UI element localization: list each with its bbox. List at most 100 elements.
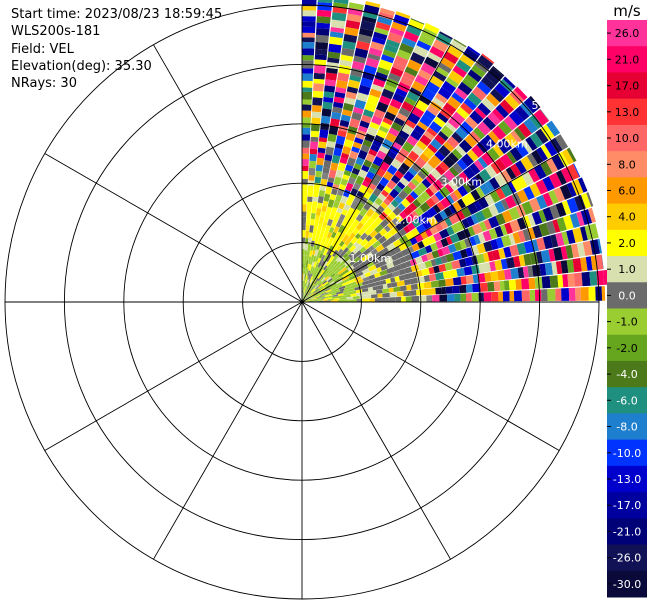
- velocity-gate: [309, 283, 315, 291]
- velocity-gate: [353, 55, 367, 64]
- velocity-gate: [315, 295, 323, 299]
- colorbar: m/s 26.0 21.0 17.0 13.0 10.0 8.0 6.0 4.0 2.0 1.0 0.…: [607, 2, 647, 598]
- velocity-gate: [458, 258, 467, 268]
- velocity-gate: [302, 165, 309, 172]
- velocity-gate: [377, 255, 386, 263]
- velocity-gate: [322, 221, 328, 228]
- velocity-gate: [315, 164, 323, 172]
- range-ring-label: 1.00km: [350, 252, 392, 265]
- velocity-gate: [382, 117, 394, 126]
- velocity-gate: [311, 207, 317, 214]
- velocity-gate: [451, 148, 463, 160]
- velocity-gate: [356, 298, 363, 302]
- velocity-gate: [452, 250, 463, 261]
- velocity-gate: [419, 114, 433, 127]
- velocity-gate: [321, 237, 327, 245]
- velocity-gate: [477, 54, 494, 70]
- range-ring-label: 2.00km: [395, 214, 437, 227]
- velocity-gate: [316, 202, 323, 209]
- velocity-gate: [321, 226, 326, 233]
- velocity-gate: [312, 273, 316, 280]
- velocity-gate: [342, 289, 348, 293]
- velocity-gate: [344, 283, 352, 288]
- velocity-gate: [307, 296, 314, 300]
- velocity-gate: [312, 279, 317, 286]
- velocity-gate: [302, 293, 306, 301]
- velocity-gate: [419, 295, 427, 302]
- velocity-gate: [337, 299, 345, 302]
- velocity-gate: [516, 242, 527, 255]
- velocity-gate: [316, 157, 325, 166]
- velocity-gate: [316, 230, 321, 237]
- velocity-gate: [399, 285, 407, 292]
- velocity-gate: [331, 206, 338, 214]
- velocity-gate: [521, 278, 530, 290]
- velocity-gate: [467, 92, 482, 107]
- velocity-gate: [363, 159, 373, 168]
- velocity-gate: [428, 235, 437, 244]
- velocity-gate: [380, 264, 388, 271]
- velocity-gate: [550, 137, 563, 154]
- velocity-gate: [451, 111, 466, 125]
- velocity-gate: [380, 54, 395, 64]
- velocity-gate: [467, 69, 482, 83]
- velocity-gate: [333, 101, 344, 109]
- colorbar-tick-label: -17.0: [613, 499, 641, 512]
- velocity-gate: [368, 193, 378, 203]
- velocity-gate: [435, 240, 444, 249]
- velocity-gate: [323, 91, 335, 99]
- velocity-gate: [337, 293, 344, 297]
- velocity-gate: [302, 196, 308, 205]
- velocity-gate: [466, 149, 479, 162]
- velocity-gate: [371, 294, 378, 299]
- velocity-gate: [309, 153, 317, 162]
- velocity-gate: [411, 295, 420, 302]
- velocity-gate: [440, 57, 455, 70]
- velocity-gate: [504, 195, 517, 209]
- velocity-gate: [383, 185, 392, 194]
- velocity-gate: [435, 287, 442, 295]
- velocity-gate: [309, 273, 313, 279]
- velocity-gate: [455, 210, 466, 221]
- velocity-gate: [401, 101, 414, 113]
- velocity-gate: [372, 258, 379, 265]
- velocity-gate: [324, 273, 330, 279]
- velocity-gate: [334, 231, 342, 240]
- velocity-gate: [362, 280, 369, 286]
- colorbar-swatch: [607, 282, 647, 309]
- velocity-gate: [315, 170, 323, 178]
- velocity-gate: [305, 289, 309, 295]
- velocity-gate: [359, 260, 368, 268]
- velocity-gate: [401, 123, 414, 135]
- colorbar-swatch: [607, 334, 647, 362]
- velocity-gate: [494, 200, 506, 214]
- velocity-gate: [303, 274, 305, 281]
- velocity-gate: [446, 45, 463, 59]
- velocity-gate: [317, 274, 324, 282]
- velocity-gate: [303, 286, 306, 294]
- velocity-gate: [312, 97, 323, 106]
- velocity-gate: [523, 186, 535, 200]
- velocity-gate: [425, 228, 433, 237]
- velocity-gate: [373, 31, 388, 41]
- velocity-gate: [369, 88, 382, 98]
- velocity-gate: [339, 288, 345, 292]
- velocity-gate: [423, 275, 431, 282]
- velocity-gate: [480, 137, 493, 151]
- velocity-gate: [421, 268, 430, 276]
- velocity-gate: [388, 211, 397, 220]
- velocity-gate: [541, 276, 551, 289]
- velocity-gate: [344, 259, 352, 267]
- velocity-gate: [456, 106, 470, 120]
- velocity-gate: [430, 168, 442, 180]
- colorbar-swatch: [607, 98, 647, 126]
- velocity-gate: [341, 47, 355, 57]
- velocity-gate: [309, 225, 314, 233]
- velocity-gate: [319, 253, 324, 259]
- velocity-gate: [492, 65, 505, 77]
- velocity-gate: [335, 135, 346, 145]
- velocity-gate: [461, 78, 476, 90]
- velocity-gate: [302, 37, 315, 43]
- velocity-gate: [310, 300, 318, 302]
- velocity-gate: [498, 120, 513, 136]
